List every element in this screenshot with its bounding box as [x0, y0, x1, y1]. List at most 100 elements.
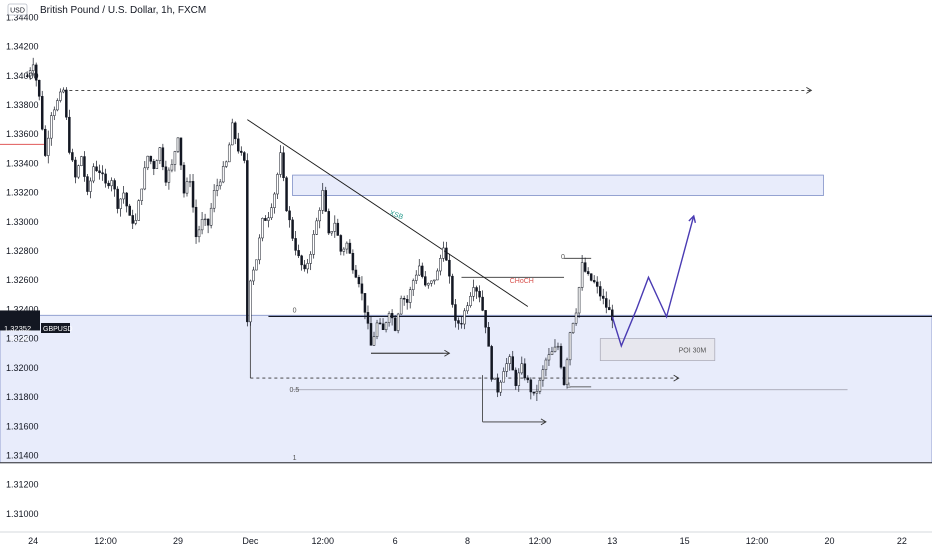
- candle-body: [119, 198, 122, 209]
- y-tick-label: 1.32800: [6, 246, 39, 256]
- fib-top-1-label: 1: [567, 382, 571, 389]
- candle-body: [179, 137, 183, 166]
- projection-path[interactable]: [611, 215, 695, 349]
- candle-body: [215, 185, 219, 191]
- trendline[interactable]: [247, 119, 529, 307]
- candle-body: [475, 287, 478, 292]
- candle-body: [71, 152, 74, 161]
- candle-body: [399, 297, 403, 315]
- countdown-label: 51:28: [10, 334, 29, 343]
- candle-body: [252, 269, 255, 282]
- candle-body: [562, 367, 566, 385]
- candle-body: [430, 280, 433, 284]
- candle-body: [574, 312, 578, 324]
- candle-body: [493, 377, 496, 380]
- candle-body: [595, 281, 599, 287]
- discount-zone[interactable]: [0, 314, 932, 464]
- candle-body: [246, 160, 249, 323]
- x-axis[interactable]: 24 12:00 29 Dec 12:00 6 8 12:00 13 15 12:00 20 22: [28, 536, 907, 546]
- candle-body: [384, 322, 388, 331]
- candle-body: [565, 359, 569, 385]
- y-tick-label: 1.31200: [6, 480, 39, 490]
- candle-body: [559, 345, 563, 368]
- candle-body: [315, 220, 318, 235]
- candle-body: [137, 200, 140, 221]
- supply-zone[interactable]: [292, 174, 824, 196]
- candle-body: [484, 310, 487, 328]
- candle-body: [454, 304, 457, 321]
- candle-body: [65, 89, 68, 118]
- candle-body: [128, 205, 131, 216]
- y-tick-label: 1.33800: [6, 100, 39, 110]
- candle-body: [191, 181, 195, 208]
- candle-body: [577, 287, 581, 314]
- candle-body: [134, 220, 137, 224]
- candle-body: [487, 327, 490, 347]
- y-tick-label: 1.31400: [6, 450, 39, 460]
- candle-body: [107, 182, 110, 187]
- candle-body: [553, 346, 557, 352]
- x-tick-label: 12:00: [529, 536, 552, 546]
- choch-label: CHoCH: [510, 278, 534, 285]
- candle-body: [583, 262, 587, 272]
- candle-body: [206, 218, 210, 226]
- candle-body: [294, 238, 297, 251]
- candle-body: [532, 391, 536, 394]
- candle-body: [50, 115, 53, 139]
- candle-body: [270, 207, 273, 219]
- y-tick-label: 1.34200: [6, 42, 39, 52]
- candle-body: [279, 152, 282, 175]
- candle-body: [146, 155, 150, 169]
- candle-body: [243, 152, 246, 161]
- candle-body: [580, 262, 584, 288]
- candle-body: [74, 159, 77, 178]
- candle-body: [309, 254, 312, 264]
- candle-body: [221, 166, 225, 183]
- candle-body: [608, 307, 611, 311]
- currency-badge-box[interactable]: [7, 3, 28, 16]
- candle-body: [369, 323, 373, 346]
- candle-body: [499, 381, 502, 393]
- xsb-label: XSB: [388, 210, 404, 221]
- candle-body: [312, 234, 315, 255]
- x-tick-label: 6: [393, 536, 398, 546]
- candle-body: [53, 109, 56, 116]
- candle-body: [288, 210, 291, 221]
- candle-body: [520, 363, 524, 374]
- candle-body: [363, 293, 367, 313]
- candle-body: [56, 100, 59, 111]
- candle-body: [152, 161, 156, 169]
- candle-body: [571, 322, 575, 334]
- candle-body: [237, 138, 240, 152]
- candle-body: [240, 150, 243, 153]
- candle-body: [95, 166, 98, 172]
- candle-body: [234, 122, 237, 140]
- candle-body: [414, 274, 418, 281]
- candle-body: [300, 255, 303, 266]
- y-axis[interactable]: 1.34400 1.34200 1.34000 1.33800 1.33600 1.334…: [6, 12, 39, 519]
- candle-body: [209, 207, 213, 226]
- sweep-arrow-head: [540, 418, 547, 426]
- poi-zone[interactable]: [599, 338, 716, 361]
- candle-body: [601, 295, 605, 299]
- candle-body: [342, 248, 346, 252]
- candle-body: [351, 253, 355, 271]
- x-tick-label: 15: [680, 536, 690, 546]
- candle-body: [28, 70, 32, 77]
- candle-body: [408, 289, 412, 303]
- x-tick-label: 12:00: [311, 536, 334, 546]
- candle-body: [170, 164, 174, 171]
- candle-body: [282, 152, 285, 179]
- x-tick-label: 13: [607, 536, 617, 546]
- candle-body: [460, 323, 463, 325]
- candle-body: [490, 346, 493, 380]
- candle-body: [59, 91, 62, 101]
- candle-body: [62, 89, 65, 93]
- candle-body: [34, 64, 38, 81]
- candle-body: [466, 305, 469, 312]
- candle-body: [131, 215, 134, 224]
- candle-body: [297, 250, 300, 257]
- candle-body: [550, 351, 554, 355]
